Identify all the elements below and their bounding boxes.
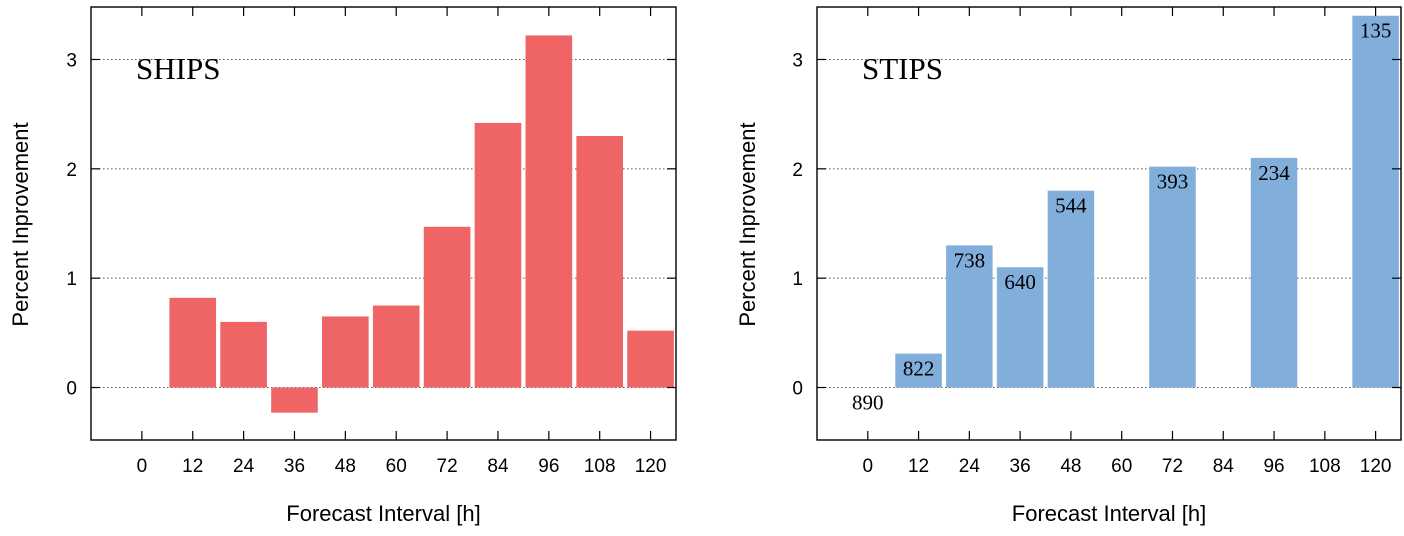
ships-xtick-label-12: 12 xyxy=(182,456,203,477)
stips-bar-36 xyxy=(996,267,1044,388)
stips-panel-title: STIPS xyxy=(862,51,943,86)
ships-bar-48 xyxy=(322,316,369,388)
ships-xtick-label-120: 120 xyxy=(635,456,667,477)
ships-ytick-label-1: 1 xyxy=(66,269,77,290)
stips-data-label-96: 234 xyxy=(1258,161,1290,185)
ships-xtick-label-96: 96 xyxy=(538,456,559,477)
stips-y-axis-title: Percent Inprovement xyxy=(735,122,760,326)
stips-data-label-36: 640 xyxy=(1004,270,1036,294)
stips-bar-72 xyxy=(1149,166,1196,388)
stips-data-label-48: 544 xyxy=(1055,194,1087,218)
stips-xtick-label-36: 36 xyxy=(1010,456,1031,477)
ships-y-axis-title: Percent Inprovement xyxy=(8,122,33,326)
stips-xtick-label-96: 96 xyxy=(1263,456,1284,477)
ships-panel-title: SHIPS xyxy=(136,51,220,86)
stips-xtick-label-60: 60 xyxy=(1111,456,1132,477)
stips-data-label-12: 822 xyxy=(903,357,935,381)
stips-x-axis-title: Forecast Interval [h] xyxy=(1012,501,1206,526)
stips-xtick-label-108: 108 xyxy=(1309,456,1341,477)
ships-ytick-label-2: 2 xyxy=(66,160,77,181)
stips-ytick-label-3: 3 xyxy=(792,50,803,71)
ships-bar-60 xyxy=(372,305,420,388)
ships-xtick-label-36: 36 xyxy=(284,456,305,477)
stips-data-label-72: 393 xyxy=(1157,170,1189,194)
stips-ytick-label-2: 2 xyxy=(792,160,803,181)
ships-ytick-label-3: 3 xyxy=(66,50,77,71)
ships-xtick-label-48: 48 xyxy=(335,456,356,477)
ships-x-axis-title: Forecast Interval [h] xyxy=(286,501,480,526)
stips-ytick-label-1: 1 xyxy=(792,269,803,290)
ships-xtick-label-108: 108 xyxy=(584,456,616,477)
stips-data-label-0: 890 xyxy=(852,391,884,415)
stips-bar-48 xyxy=(1047,190,1095,388)
stips-bar-24 xyxy=(946,245,993,388)
stips-xtick-label-0: 0 xyxy=(862,456,873,477)
ships-bar-96 xyxy=(525,35,573,388)
stips-xtick-label-48: 48 xyxy=(1060,456,1081,477)
stips-xtick-label-12: 12 xyxy=(908,456,929,477)
ships-bar-120 xyxy=(627,330,674,388)
ships-xtick-label-60: 60 xyxy=(386,456,407,477)
ships-bar-84 xyxy=(474,122,522,388)
stips-ytick-label-0: 0 xyxy=(792,379,803,400)
stips-xtick-label-84: 84 xyxy=(1213,456,1235,477)
ships-xtick-label-24: 24 xyxy=(233,456,255,477)
stips-data-label-120: 135 xyxy=(1360,19,1392,43)
ships-ytick-label-0: 0 xyxy=(66,379,77,400)
stips-data-label-24: 738 xyxy=(954,248,986,272)
stips-xtick-label-120: 120 xyxy=(1360,456,1392,477)
stips-bar-12 xyxy=(895,353,942,388)
ships-xtick-label-0: 0 xyxy=(137,456,148,477)
ships-bar-24 xyxy=(220,321,267,388)
ships-xtick-label-72: 72 xyxy=(437,456,458,477)
ships-plot-frame xyxy=(90,6,677,441)
ships-bar-12 xyxy=(169,297,217,388)
ships-bar-72 xyxy=(423,226,471,388)
stips-xtick-label-24: 24 xyxy=(959,456,981,477)
stips-bar-96 xyxy=(1250,157,1298,388)
ships-bar-108 xyxy=(576,136,624,388)
stips-plot-frame xyxy=(816,6,1402,441)
ships-xtick-label-84: 84 xyxy=(487,456,509,477)
ships-bar-36 xyxy=(271,387,318,413)
stips-xtick-label-72: 72 xyxy=(1162,456,1183,477)
stips-bar-120 xyxy=(1352,15,1399,388)
